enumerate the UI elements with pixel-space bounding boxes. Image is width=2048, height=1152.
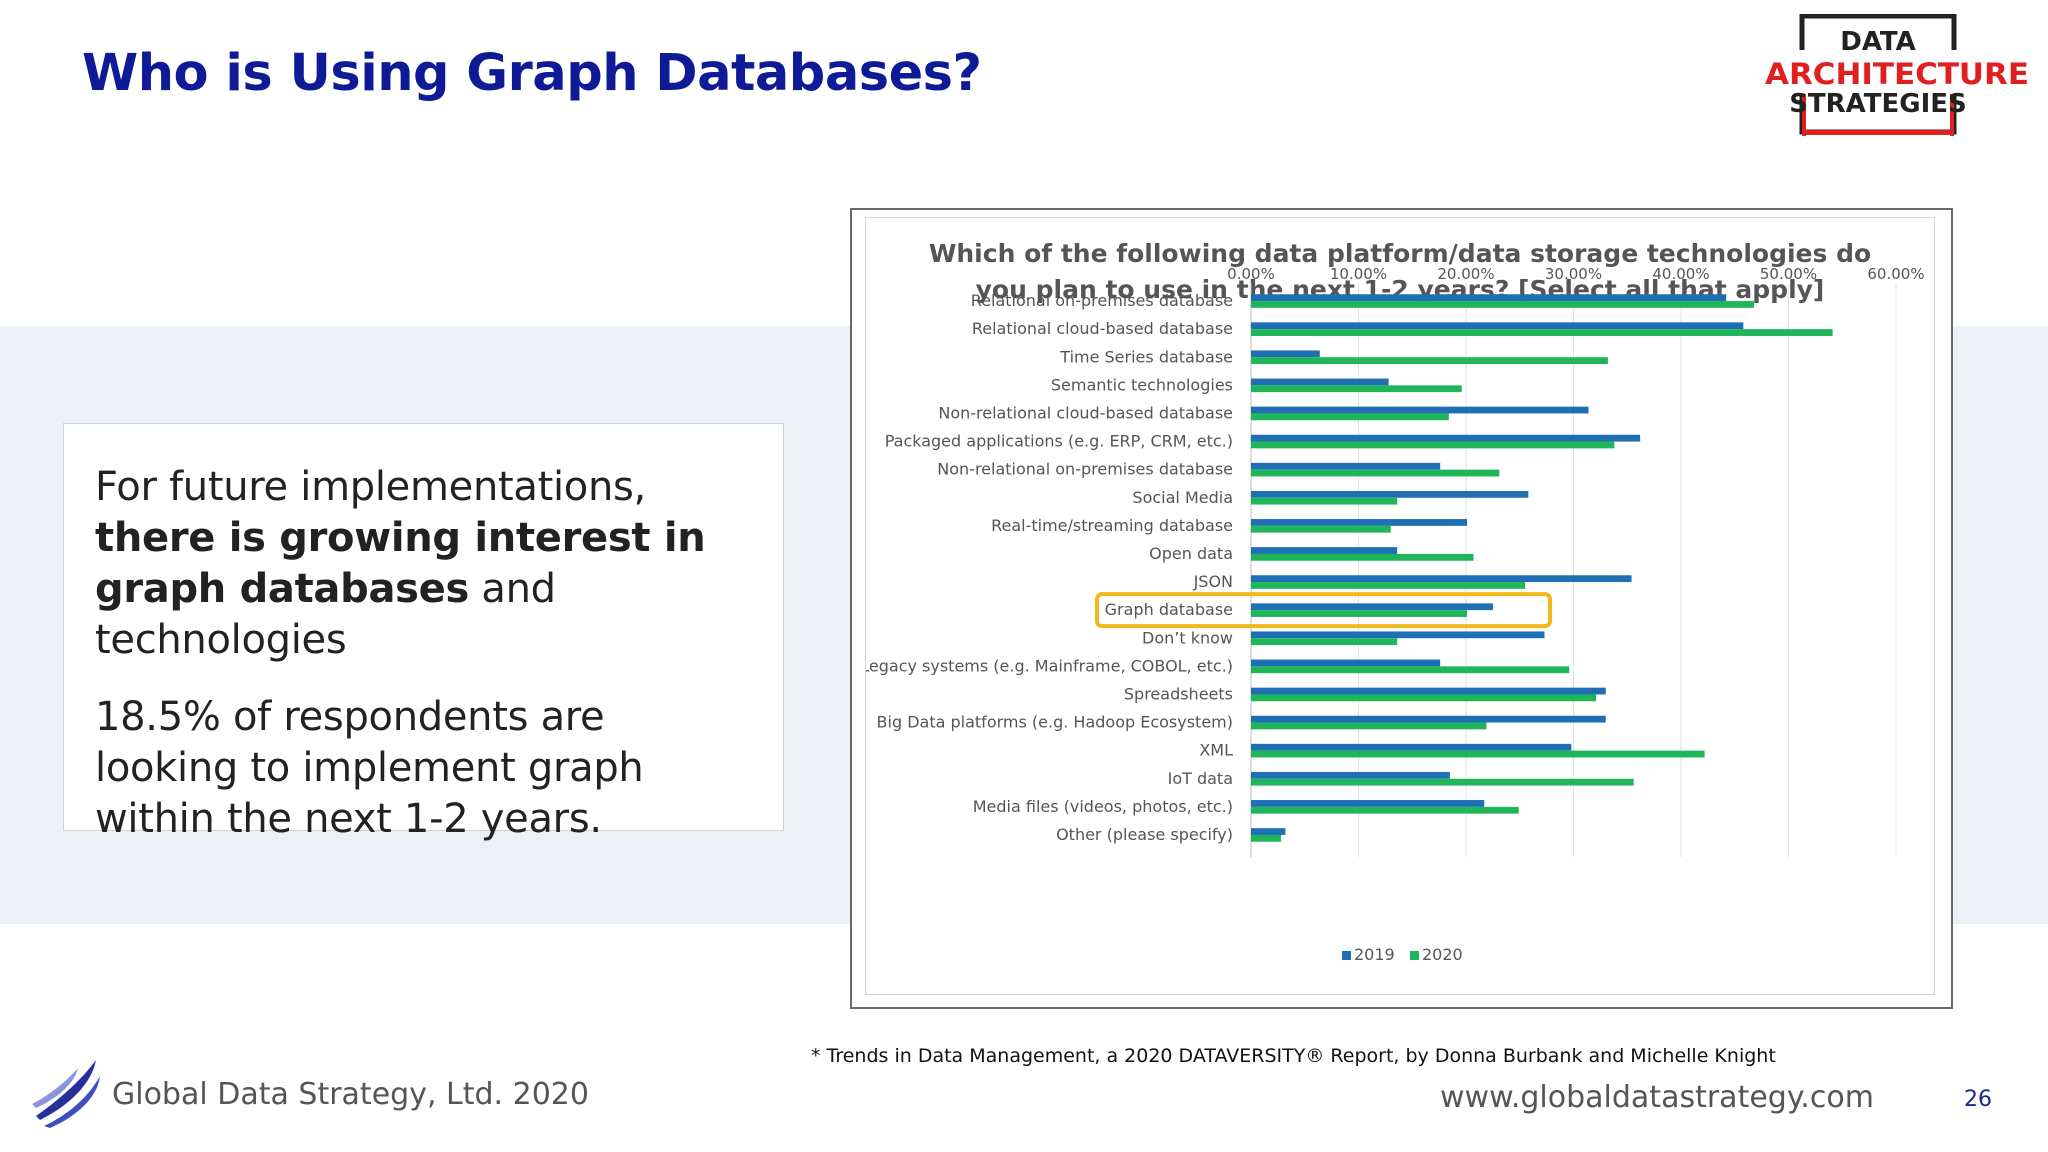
category-label: Legacy systems (e.g. Mainframe, COBOL, e…: [866, 656, 1233, 675]
legend-label-2019: 2019: [1354, 945, 1395, 964]
summary-p1-text-a: For future implementations,: [95, 464, 646, 510]
bar-2020: [1251, 778, 1634, 786]
category-label: Relational cloud-based database: [972, 319, 1233, 338]
category-label: XML: [1199, 741, 1233, 760]
bar-2019: [1251, 547, 1398, 554]
chart-panel: Which of the following data platform/dat…: [865, 217, 1935, 995]
footer-company: Global Data Strategy, Ltd. 2020: [112, 1077, 589, 1112]
bar-2019: [1251, 771, 1450, 779]
page-title: Who is Using Graph Databases?: [82, 44, 982, 103]
bar-2020: [1251, 638, 1398, 646]
x-tick-label: 10.00%: [1330, 265, 1387, 283]
highlight-box: [1095, 592, 1552, 629]
bar-2020: [1251, 357, 1608, 365]
bar-2020: [1251, 694, 1597, 702]
category-label: Graph database: [1105, 600, 1233, 619]
page-number: 26: [1964, 1087, 1992, 1112]
bar-2019: [1251, 715, 1606, 723]
logo-line-2: ARCHITECTURE: [1765, 57, 2029, 91]
category-label: Non-relational on-premises database: [937, 460, 1233, 479]
logo-line-3: STRATEGIES: [1789, 89, 1967, 119]
category-label: Non-relational cloud-based database: [938, 403, 1233, 422]
bar-2019: [1251, 828, 1286, 835]
bar-2020: [1251, 553, 1474, 561]
bar-2019: [1251, 603, 1493, 611]
bar-2020: [1251, 582, 1526, 589]
category-label: Real-time/streaming database: [991, 516, 1233, 535]
bar-2020: [1251, 806, 1519, 814]
bar-2019: [1251, 687, 1606, 695]
legend-swatch-2019: [1342, 951, 1351, 960]
category-label: Media files (videos, photos, etc.): [973, 797, 1233, 816]
category-label: Social Media: [1132, 488, 1233, 507]
bar-2019: [1251, 800, 1485, 807]
bar-2019: [1251, 462, 1441, 470]
footer-url-link[interactable]: www.globaldatastrategy.com: [1440, 1080, 1874, 1115]
category-label: JSON: [1193, 572, 1233, 591]
bar-2019: [1251, 490, 1529, 498]
category-label: Other (please specify): [1056, 825, 1233, 844]
x-tick-label: 50.00%: [1760, 265, 1817, 283]
category-label: Semantic technologies: [1051, 375, 1233, 394]
bar-2019: [1251, 378, 1389, 386]
x-tick-label: 60.00%: [1867, 265, 1924, 283]
logo-line-1: DATA: [1840, 27, 1916, 57]
bar-2019: [1251, 322, 1744, 330]
bar-2019: [1251, 631, 1545, 639]
summary-p1-text-c: and technologies: [95, 566, 556, 663]
bar-2019: [1251, 294, 1727, 302]
category-label: Big Data platforms (e.g. Hadoop Ecosyste…: [877, 713, 1233, 732]
bar-2020: [1251, 525, 1391, 533]
category-label: Relational on-premises database: [971, 291, 1233, 310]
bar-2019: [1251, 519, 1468, 526]
bar-2020: [1251, 441, 1615, 449]
category-label: Open data: [1149, 544, 1233, 563]
bar-2019: [1251, 659, 1441, 667]
bar-2020: [1251, 301, 1755, 308]
bar-2020: [1251, 497, 1398, 505]
category-label: Packaged applications (e.g. ERP, CRM, et…: [885, 432, 1233, 451]
x-tick-label: 20.00%: [1437, 265, 1494, 283]
summary-paragraph-1: For future implementations, there is gro…: [95, 462, 753, 666]
global-data-strategy-logo-icon: [32, 1060, 100, 1128]
bar-2020: [1251, 385, 1462, 393]
category-label: Spreadsheets: [1124, 684, 1233, 703]
x-tick-label: 40.00%: [1652, 265, 1709, 283]
summary-p1-bold: there is growing interest in graph datab…: [95, 515, 706, 612]
summary-paragraph-2: 18.5% of respondents are looking to impl…: [95, 694, 644, 842]
bar-2019: [1251, 575, 1632, 583]
bar-2019: [1251, 350, 1320, 358]
survey-bar-chart: Which of the following data platform/dat…: [866, 239, 1925, 964]
category-label: IoT data: [1168, 769, 1233, 788]
legend-swatch-2020: [1410, 951, 1419, 960]
bar-2020: [1251, 413, 1449, 421]
summary-textbox: For future implementations, there is gro…: [63, 423, 784, 842]
legend-label-2020: 2020: [1422, 945, 1463, 964]
bar-2020: [1251, 329, 1833, 336]
bar-2020: [1251, 666, 1570, 674]
chart-title-line-1: Which of the following data platform/dat…: [929, 239, 1871, 268]
bar-2019: [1251, 743, 1572, 751]
bar-2020: [1251, 834, 1282, 842]
data-architecture-strategies-logo: DATA ARCHITECTURE STRATEGIES: [1762, 14, 2032, 136]
bar-2020: [1251, 750, 1705, 758]
bar-2020: [1251, 469, 1500, 477]
bar-2020: [1251, 610, 1468, 617]
bar-2020: [1251, 722, 1487, 730]
bar-2019: [1251, 434, 1641, 442]
category-label: Don’t know: [1142, 628, 1233, 647]
x-tick-label: 0.00%: [1227, 265, 1275, 283]
x-tick-label: 30.00%: [1545, 265, 1602, 283]
category-label: Time Series database: [1059, 347, 1233, 366]
bar-2019: [1251, 406, 1589, 414]
source-footnote: * Trends in Data Management, a 2020 DATA…: [811, 1045, 1776, 1067]
